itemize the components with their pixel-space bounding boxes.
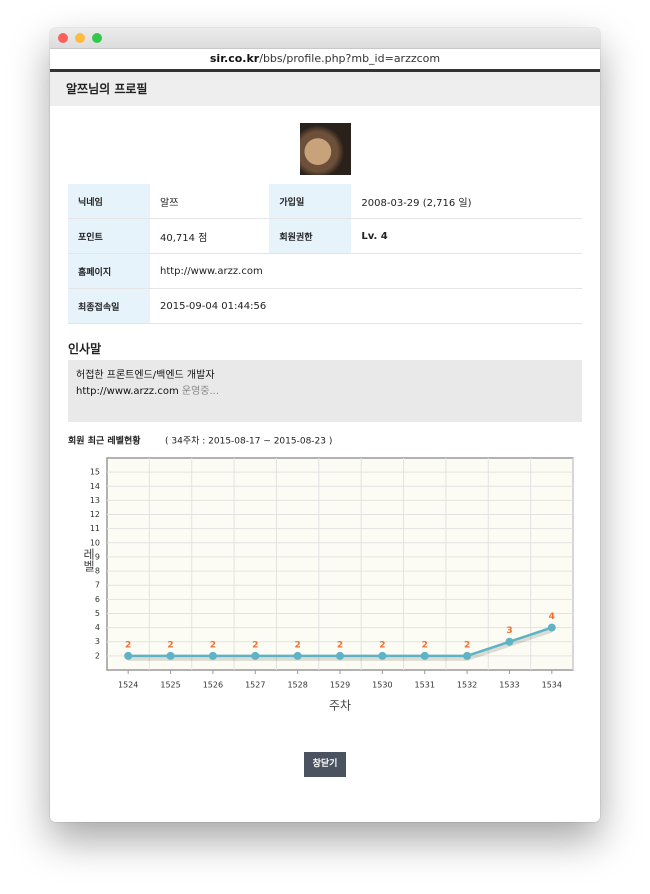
- x-tick-label: 1524: [118, 681, 138, 690]
- title-bar: [50, 28, 600, 49]
- url-bar[interactable]: sir.co.kr/bbs/profile.php?mb_id=arzzcom: [50, 49, 600, 72]
- field-value: Lv. 4: [351, 218, 582, 254]
- avatar: [300, 123, 351, 175]
- y-tick-label: 10: [90, 538, 100, 547]
- field-value: 알쯔: [150, 184, 270, 219]
- x-tick-label: 1530: [372, 681, 392, 690]
- plot-area: [106, 457, 574, 671]
- value-label: 4: [549, 612, 555, 622]
- table-row: 최종접속일 2015-09-04 01:44:56: [68, 288, 582, 324]
- point: [336, 651, 344, 660]
- chart-subtitle: ( 34주차 : 2015-08-17 ~ 2015-08-23 ): [165, 435, 332, 447]
- field-label: 최종접속일: [68, 288, 150, 324]
- value-label: 2: [167, 640, 173, 650]
- value-label: 2: [252, 640, 258, 650]
- value-label: 2: [422, 640, 428, 650]
- zoom-dot[interactable]: [92, 33, 102, 43]
- point: [166, 651, 175, 660]
- table-row: 닉네임 알쯔 가입일 2008-03-29 (2,716 일): [68, 184, 582, 219]
- y-tick-label: 13: [90, 496, 100, 505]
- point: [463, 651, 472, 660]
- point: [208, 651, 217, 660]
- url-host: sir.co.kr: [209, 52, 260, 65]
- y-tick-label: 2: [95, 651, 100, 660]
- y-tick-label: 7: [95, 581, 100, 590]
- x-tick-label: 1534: [542, 681, 562, 690]
- point: [251, 651, 260, 660]
- y-tick-label: 4: [95, 623, 100, 632]
- close-button[interactable]: 창닫기: [304, 752, 346, 777]
- value-label: 2: [464, 640, 470, 650]
- header-title: 알쯔님의 프로필: [50, 72, 600, 106]
- x-tick-label: 1527: [245, 681, 265, 690]
- value-label: 2: [295, 640, 301, 650]
- minimize-dot[interactable]: [75, 33, 85, 43]
- point: [505, 637, 514, 646]
- close-dot[interactable]: [58, 33, 68, 43]
- chart-title: 회원 최근 레벨현황: [68, 435, 141, 447]
- point: [420, 651, 429, 660]
- x-tick-label: 1528: [287, 681, 307, 690]
- point: [124, 651, 133, 660]
- table-row: 홈페이지 http://www.arzz.com: [68, 253, 582, 289]
- x-tick-label: 1525: [160, 681, 180, 690]
- field-label: 가입일: [269, 184, 352, 219]
- greeting-title: 인사말: [68, 342, 102, 356]
- value-label: 2: [337, 640, 343, 650]
- y-tick-label: 8: [95, 567, 100, 576]
- y-tick-label: 15: [90, 468, 100, 477]
- x-axis-label: 주차: [329, 699, 351, 713]
- value-label: 2: [210, 640, 216, 650]
- y-tick-label: 3: [95, 637, 100, 646]
- y-tick-label: 12: [90, 510, 100, 519]
- field-value: 2015-09-04 01:44:56: [150, 288, 582, 324]
- value-label: 2: [125, 640, 131, 650]
- greeting-text: 운영중...: [178, 386, 220, 397]
- x-tick-label: 1529: [330, 681, 350, 690]
- field-label: 홈페이지: [68, 253, 150, 289]
- value-label: 3: [506, 626, 512, 636]
- field-value: 40,714 점: [150, 218, 270, 254]
- x-tick-label: 1533: [499, 681, 519, 690]
- x-tick-label: 1532: [457, 681, 477, 690]
- greeting-box: 허접한 프론트엔드/백엔드 개발자 http://www.arzz.com 운영중…: [68, 360, 582, 422]
- table-row: 포인트 40,714 점 회원권한 Lv. 4: [68, 218, 582, 254]
- field-value: 2008-03-29 (2,716 일): [351, 184, 582, 219]
- x-tick-label: 1531: [415, 681, 435, 690]
- chart: 회원 최근 레벨현황 ( 34주차 : 2015-08-17 ~ 2015-08-…: [68, 435, 574, 713]
- y-tick-label: 11: [90, 524, 100, 533]
- y-tick-label: 6: [95, 595, 100, 604]
- point: [547, 623, 556, 632]
- browser-window: sir.co.kr/bbs/profile.php?mb_id=arzzcom …: [50, 28, 600, 822]
- greeting-line: http://www.arzz.com 운영중...: [76, 384, 574, 400]
- field-value: http://www.arzz.com: [150, 253, 582, 289]
- x-tick-label: 1526: [203, 681, 223, 690]
- y-tick-label: 5: [95, 609, 100, 618]
- url-path: /bbs/profile.php?mb_id=arzzcom: [259, 52, 441, 65]
- field-label: 닉네임: [68, 184, 150, 219]
- field-label: 포인트: [68, 218, 150, 254]
- field-label: 회원권한: [269, 218, 352, 254]
- greeting-text: http://www.arzz.com: [76, 386, 179, 397]
- y-tick-label: 9: [95, 552, 100, 561]
- value-label: 2: [379, 640, 385, 650]
- point: [378, 651, 387, 660]
- y-axis-label: 레벨: [82, 548, 96, 572]
- point: [293, 651, 302, 660]
- y-tick-label: 14: [90, 482, 100, 491]
- greeting-text: 허접한 프론트엔드/백엔드 개발자: [76, 370, 215, 381]
- greeting-line: 허접한 프론트엔드/백엔드 개발자: [76, 368, 574, 384]
